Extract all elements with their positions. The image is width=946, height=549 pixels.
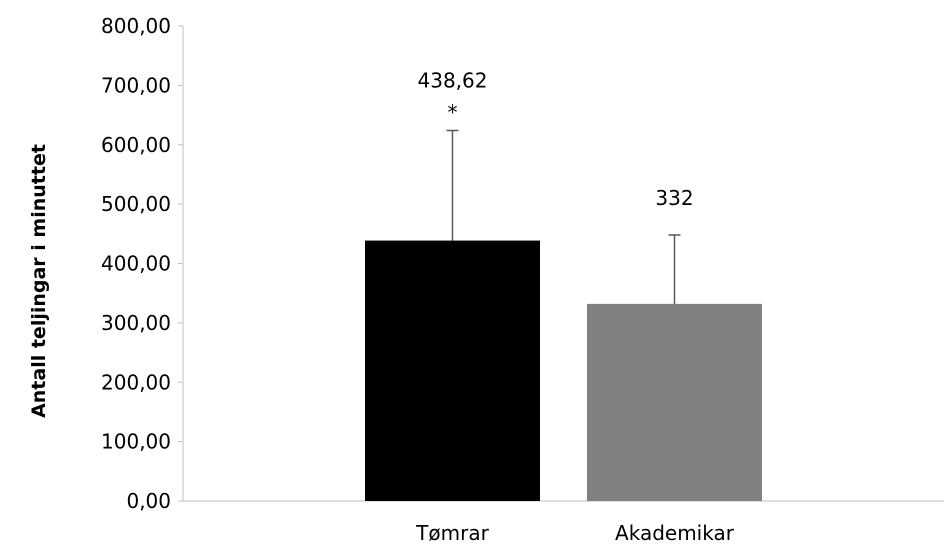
- y-tick-label: 800,00: [101, 14, 171, 38]
- x-axis: Tømrar Akademikar: [183, 500, 944, 545]
- y-tick-label: 700,00: [101, 73, 171, 97]
- data-label: 332: [655, 186, 693, 210]
- y-axis-title: Antall teljingar i minuttet: [28, 144, 50, 418]
- y-tick-label: 300,00: [101, 311, 171, 335]
- y-tick-label: 500,00: [101, 192, 171, 216]
- data-labels: 438,62 * 332: [418, 69, 694, 211]
- significance-mark: *: [448, 101, 458, 125]
- x-tick-label: Tømrar: [415, 521, 489, 545]
- y-tick-label: 600,00: [101, 133, 171, 157]
- y-tick-label: 0,00: [126, 489, 171, 513]
- y-tick-label: 400,00: [101, 252, 171, 276]
- y-tick-label: 100,00: [101, 430, 171, 454]
- y-tick-label: 200,00: [101, 370, 171, 394]
- bar: [587, 303, 762, 501]
- bar: [365, 240, 540, 501]
- error-bars: [446, 129, 681, 304]
- y-axis: 0,00 100,00 200,00 300,00 400,00 500,00 600,00…: [101, 14, 184, 513]
- x-tick-label: Akademikar: [615, 521, 735, 545]
- data-label: 438,62: [418, 69, 488, 93]
- bars: [365, 240, 762, 501]
